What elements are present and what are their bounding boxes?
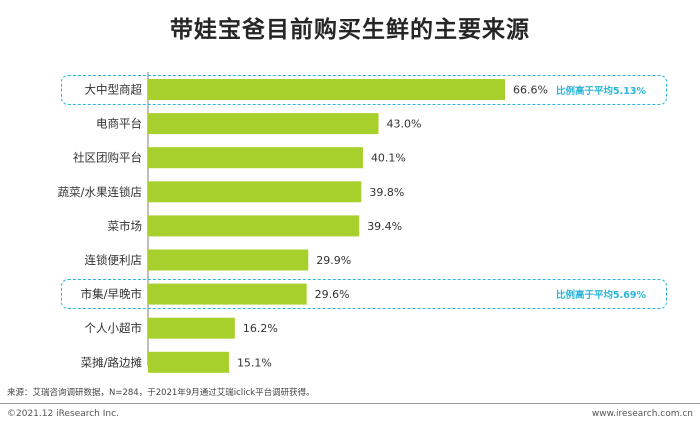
bar-蔬菜-水果连锁店	[148, 181, 362, 203]
value-label-菜摊-路边摊: 15.1%	[237, 356, 272, 369]
bar-大中型商超	[148, 79, 505, 100]
category-label-电商平台: 电商平台	[96, 117, 142, 131]
value-label-电商平台: 43.0%	[386, 118, 421, 131]
category-label-蔬菜-水果连锁店: 蔬菜/水果连锁店	[58, 185, 142, 199]
category-label-社区团购平台: 社区团购平台	[73, 151, 142, 165]
bar-个人小超市	[148, 317, 235, 339]
value-label-大中型商超: 66.6%	[513, 84, 548, 97]
highlight-annotation-2: 比例高于平均5.69%	[556, 290, 646, 302]
value-label-蔬菜-水果连锁店: 39.8%	[369, 186, 404, 199]
bar-连锁便利店	[148, 249, 309, 271]
source-note: 来源：艾瑞咨询调研数据，N=284，于2021年9月通过艾瑞iclick平台调研…	[7, 388, 315, 398]
value-label-连锁便利店: 29.9%	[316, 254, 351, 267]
copyright-text: ©2021.12 iResearch Inc.	[7, 409, 119, 419]
chart-title: 带娃宝爸目前购买生鲜的主要来源	[170, 17, 530, 43]
highlight-box-1	[61, 74, 667, 105]
highlight-box-2	[61, 279, 667, 310]
category-label-大中型商超: 大中型商超	[85, 83, 143, 97]
bar-菜摊-路边摊	[148, 351, 229, 373]
bar-菜市场	[148, 215, 360, 237]
value-label-社区团购平台: 40.1%	[371, 152, 406, 165]
category-label-连锁便利店: 连锁便利店	[85, 253, 143, 267]
highlight-annotation-1: 比例高于平均5.13%	[556, 85, 646, 97]
category-label-菜市场: 菜市场	[108, 219, 143, 233]
category-label-市集-早晚市: 市集/早晚市	[81, 287, 142, 301]
bar-社区团购平台	[148, 147, 363, 169]
bar-电商平台	[148, 113, 379, 135]
value-label-个人小超市: 16.2%	[243, 322, 278, 335]
value-label-市集-早晚市: 29.6%	[315, 288, 350, 301]
footer-divider	[0, 403, 700, 404]
bar-市集-早晚市	[148, 283, 307, 305]
category-label-个人小超市: 个人小超市	[85, 321, 143, 335]
value-label-菜市场: 39.4%	[367, 220, 402, 233]
category-label-菜摊-路边摊: 菜摊/路边摊	[81, 355, 143, 369]
website-text: www.iresearch.com.cn	[591, 409, 693, 419]
